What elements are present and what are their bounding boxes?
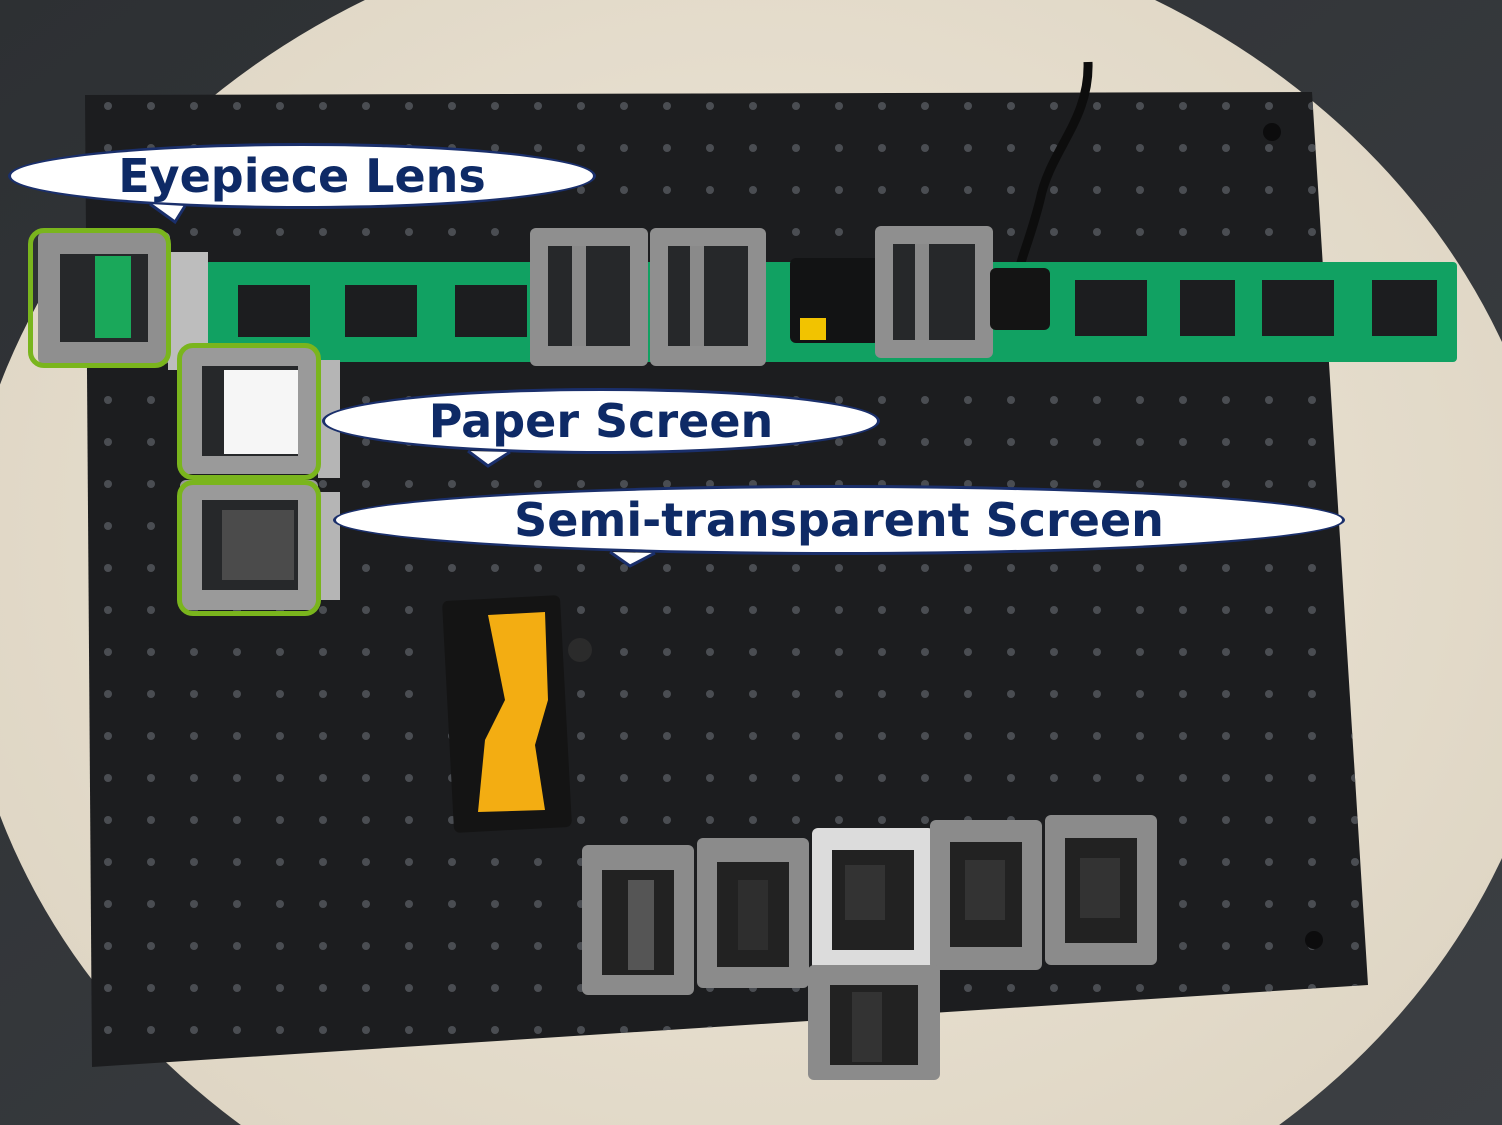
rail-cube [650,228,766,366]
laser-module [790,258,880,343]
yellow-translation-stage [442,595,592,833]
paper-screen-callout: Paper Screen [322,388,880,454]
semi-transparent-screen-callout: Semi-transparent Screen [333,485,1345,555]
corner-hole [1305,931,1323,949]
eyepiece-lens-cube [38,232,208,370]
paper-screen-cube [180,346,340,478]
rail-cube [875,226,993,358]
semi-transparent-screen-highlight-box [177,480,321,616]
paper-screen-label: Paper Screen [428,394,774,448]
cube-cluster [582,815,1157,1080]
eyepiece-lens-label: Eyepiece Lens [118,149,486,203]
white-cube [812,828,934,970]
gray-cube [930,820,1042,970]
gray-cube [697,838,809,988]
gray-cube [808,965,940,1080]
semi-transparent-screen-label: Semi-transparent Screen [514,493,1164,547]
eyepiece-lens-callout: Eyepiece Lens [8,143,596,209]
rail-cube [530,228,648,366]
corner-hole [1263,123,1281,141]
gray-cube [582,845,694,995]
lens-tube [990,268,1050,330]
eyepiece-highlight-box [28,228,171,368]
gray-cube [1045,815,1157,965]
cable [1013,61,1093,276]
paper-screen-highlight-box [177,343,321,480]
